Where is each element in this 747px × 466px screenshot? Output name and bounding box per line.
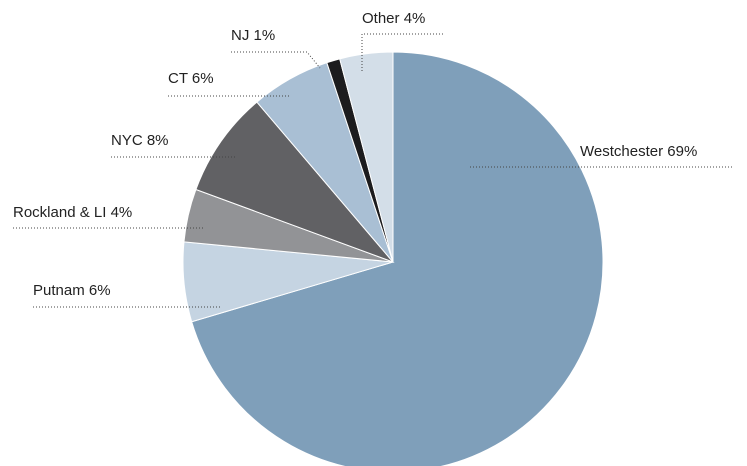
value-label: 4% [111, 204, 133, 221]
pie-slice [195, 101, 395, 264]
category-label: Westchester [580, 143, 663, 160]
slice-label: Rockland & LI 4% [13, 204, 132, 221]
pie-slice [191, 51, 604, 466]
slice-label: NJ 1% [231, 27, 275, 44]
slice-label: Other 4% [362, 10, 425, 27]
category-label: CT [168, 70, 188, 87]
category-label: NJ [231, 27, 249, 44]
slice-label: Putnam 6% [33, 282, 111, 299]
category-label: Rockland & LI [13, 204, 106, 221]
category-label: Putnam [33, 282, 85, 299]
value-label: 6% [192, 70, 214, 87]
value-label: 8% [147, 132, 169, 149]
category-label: Other [362, 10, 400, 27]
value-label: 69% [667, 143, 697, 160]
leader-line [231, 51, 321, 69]
slice-label: NYC 8% [111, 132, 169, 149]
slice-label: Westchester 69% [580, 143, 697, 160]
value-label: 6% [89, 282, 111, 299]
leader-line [361, 33, 443, 72]
value-label: 1% [254, 27, 276, 44]
slice-label: CT 6% [168, 70, 214, 87]
category-label: NYC [111, 132, 143, 149]
value-label: 4% [404, 10, 426, 27]
pie-slice [339, 51, 394, 263]
